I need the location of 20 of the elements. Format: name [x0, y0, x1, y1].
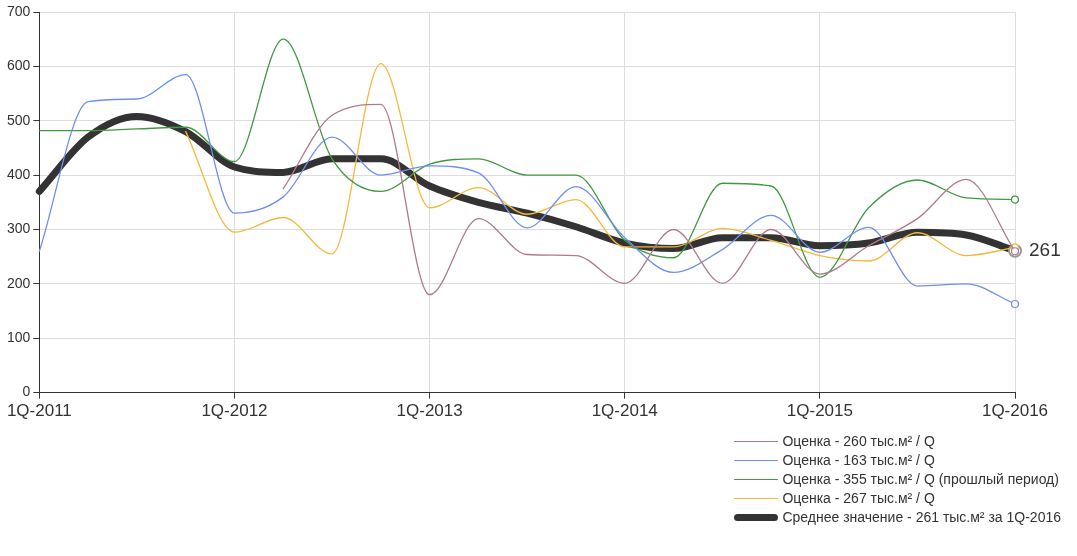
legend-label: Оценка - 355 тыс.м² / Q (прошлый период) [782, 470, 1059, 489]
x-tick-label: 1Q-2011 [6, 401, 72, 421]
y-tick-label: 100 [7, 329, 31, 346]
legend-label: Оценка - 267 тыс.м² / Q [782, 489, 935, 508]
y-tick-label: 700 [7, 2, 31, 19]
y-tick-label: 500 [7, 111, 31, 128]
x-tick-label: 1Q-2013 [396, 401, 463, 421]
y-tick-label: 300 [7, 220, 31, 237]
x-tick-label: 1Q-2012 [201, 401, 268, 421]
y-tick-label: 200 [7, 274, 31, 291]
y-tick-label: 400 [7, 165, 31, 182]
x-tick-label: 1Q-2014 [591, 401, 658, 421]
data-label: 261 [1029, 238, 1061, 260]
y-tick-label: 0 [22, 383, 31, 400]
legend-label: Среднее значение - 261 тыс.м² за 1Q-2016 [782, 508, 1061, 527]
x-tick-label: 1Q-2016 [981, 401, 1049, 421]
legend-label: Оценка - 260 тыс.м² / Q [782, 432, 935, 451]
legend-label: Оценка - 163 тыс.м² / Q [782, 451, 935, 470]
x-tick-label: 1Q-2015 [786, 401, 853, 421]
y-tick-label: 600 [7, 57, 31, 74]
